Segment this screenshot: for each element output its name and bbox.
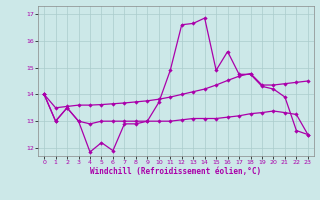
X-axis label: Windchill (Refroidissement éolien,°C): Windchill (Refroidissement éolien,°C) (91, 167, 261, 176)
